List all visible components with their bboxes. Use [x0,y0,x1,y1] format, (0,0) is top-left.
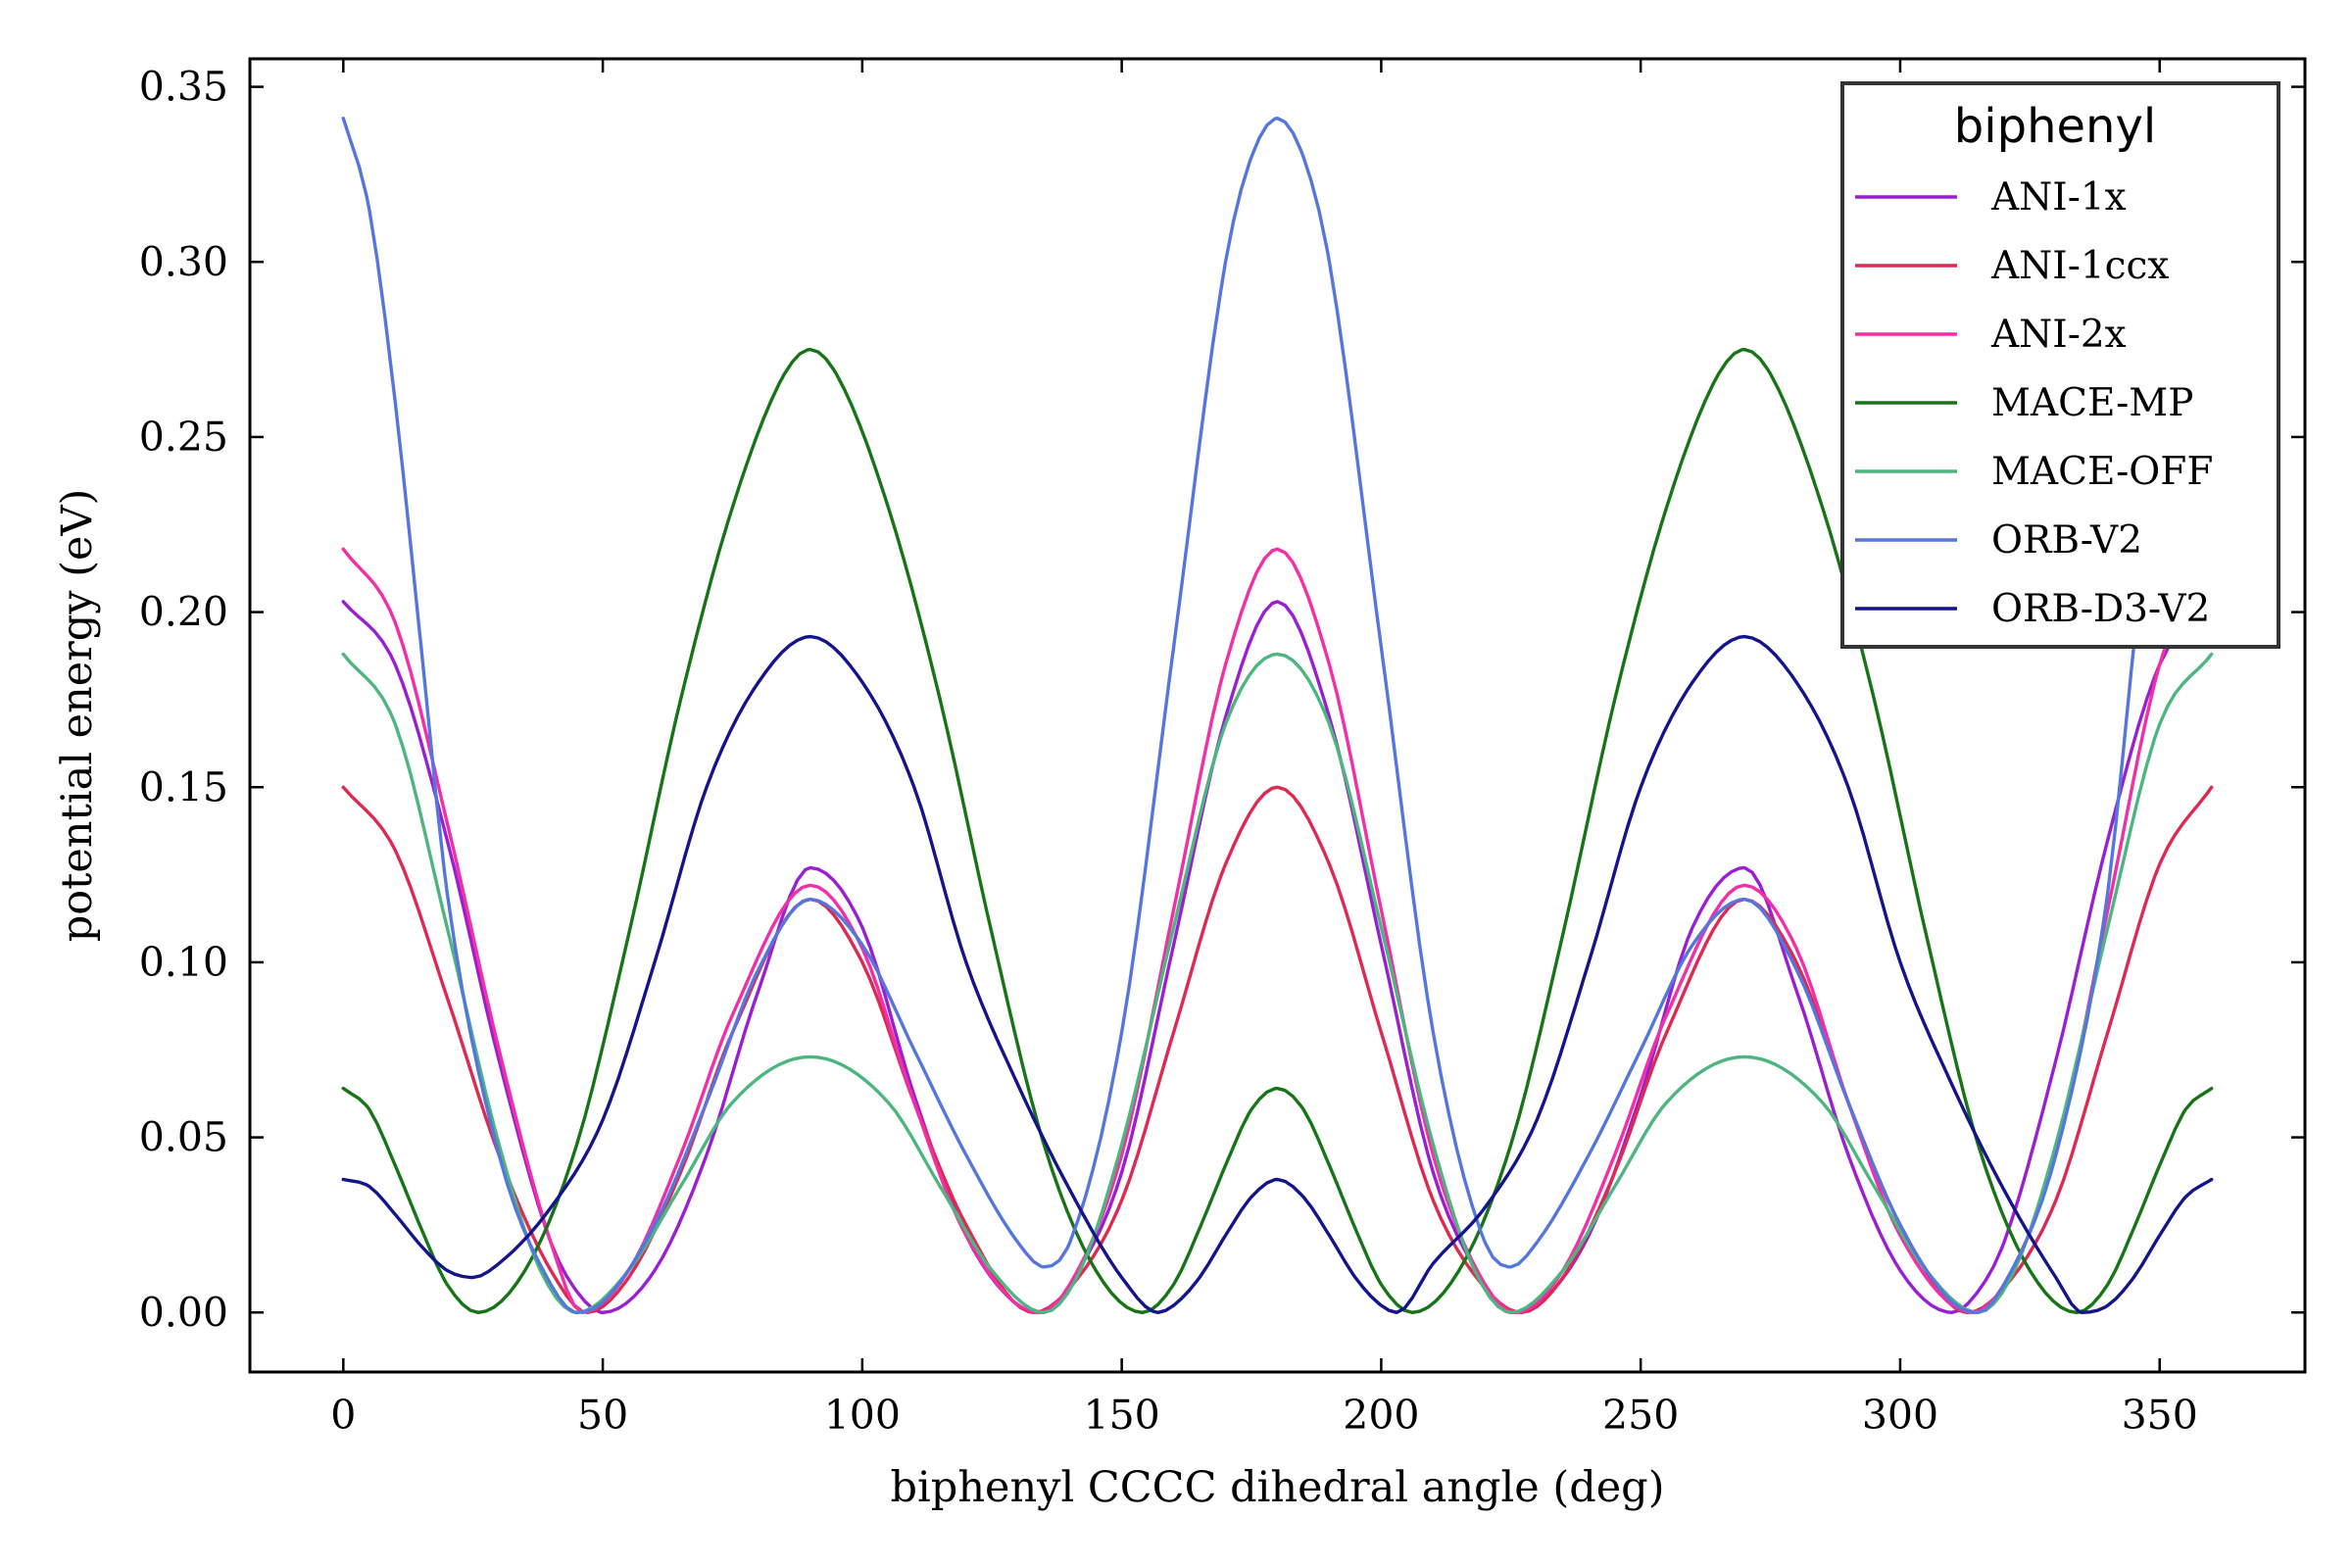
legend-label: ORB-D3-V2 [1991,587,2210,631]
legend-label: ANI-2x [1990,313,2127,357]
y-tick-label: 0.10 [139,939,228,986]
x-tick-label: 300 [1862,1392,1938,1439]
y-tick-label: 0.20 [139,589,228,636]
plot-area-frame [248,57,2307,1374]
y-tick-label: 0.15 [139,763,228,810]
legend-item: ORB-D3-V2 [1855,587,2210,631]
legend-label: ANI-1ccx [1990,244,2169,288]
legend-item: MACE-MP [1855,381,2193,425]
x-tick-label: 100 [824,1392,901,1439]
series-layer [341,117,2214,1314]
legend-frame [1840,81,2280,649]
legend-label: ANI-1x [1990,175,2127,220]
legend-label: MACE-OFF [1991,450,2213,494]
x-tick-label: 250 [1602,1392,1679,1439]
y-tick-label: 0.30 [139,238,228,285]
x-axis-label: biphenyl CCCC dihedral angle (deg) [891,1463,1665,1512]
y-tick-label: 0.35 [139,64,228,111]
series-line-mace-off [341,652,2214,1314]
x-tick-label: 350 [2122,1392,2198,1439]
series-line-orb-v2 [341,117,2214,1314]
legend-title: biphenyl [1954,99,2156,154]
legend-item: ANI-1ccx [1855,244,2169,288]
legend-items: ANI-1x ANI-1ccx ANI-2x MACE-MP MACE-OFF ORB-V… [1855,175,2213,631]
x-tick-label: 200 [1343,1392,1419,1439]
series-line-orb-d3-v2 [341,634,2214,1314]
x-tick-label: 150 [1084,1392,1160,1439]
x-tick-label: 50 [577,1392,628,1439]
y-tick-label: 0.00 [139,1289,228,1336]
legend-label: ORB-V2 [1991,518,2142,563]
series-line-mace-mp [341,347,2214,1314]
series-line-ani-1x [341,600,2214,1314]
legend-item: ANI-2x [1855,313,2127,357]
series-line-ani-2x [341,547,2214,1314]
x-tick-label: 0 [330,1392,356,1439]
legend: biphenyl ANI-1x ANI-1ccx ANI-2x MACE-MP MACE… [1840,81,2280,649]
legend-item: ANI-1x [1855,175,2127,220]
y-axis-label: potential energy (eV) [53,489,102,943]
legend-label: MACE-MP [1991,381,2193,425]
legend-item: ORB-V2 [1855,518,2142,563]
ticks-layer: 0 50 100 150 200 250 300 350 0.00 0.05 0.10 0.15 0.2… [139,59,2305,1439]
y-tick-label: 0.25 [139,414,228,461]
y-tick-label: 0.05 [139,1114,228,1161]
legend-item: MACE-OFF [1855,450,2213,494]
